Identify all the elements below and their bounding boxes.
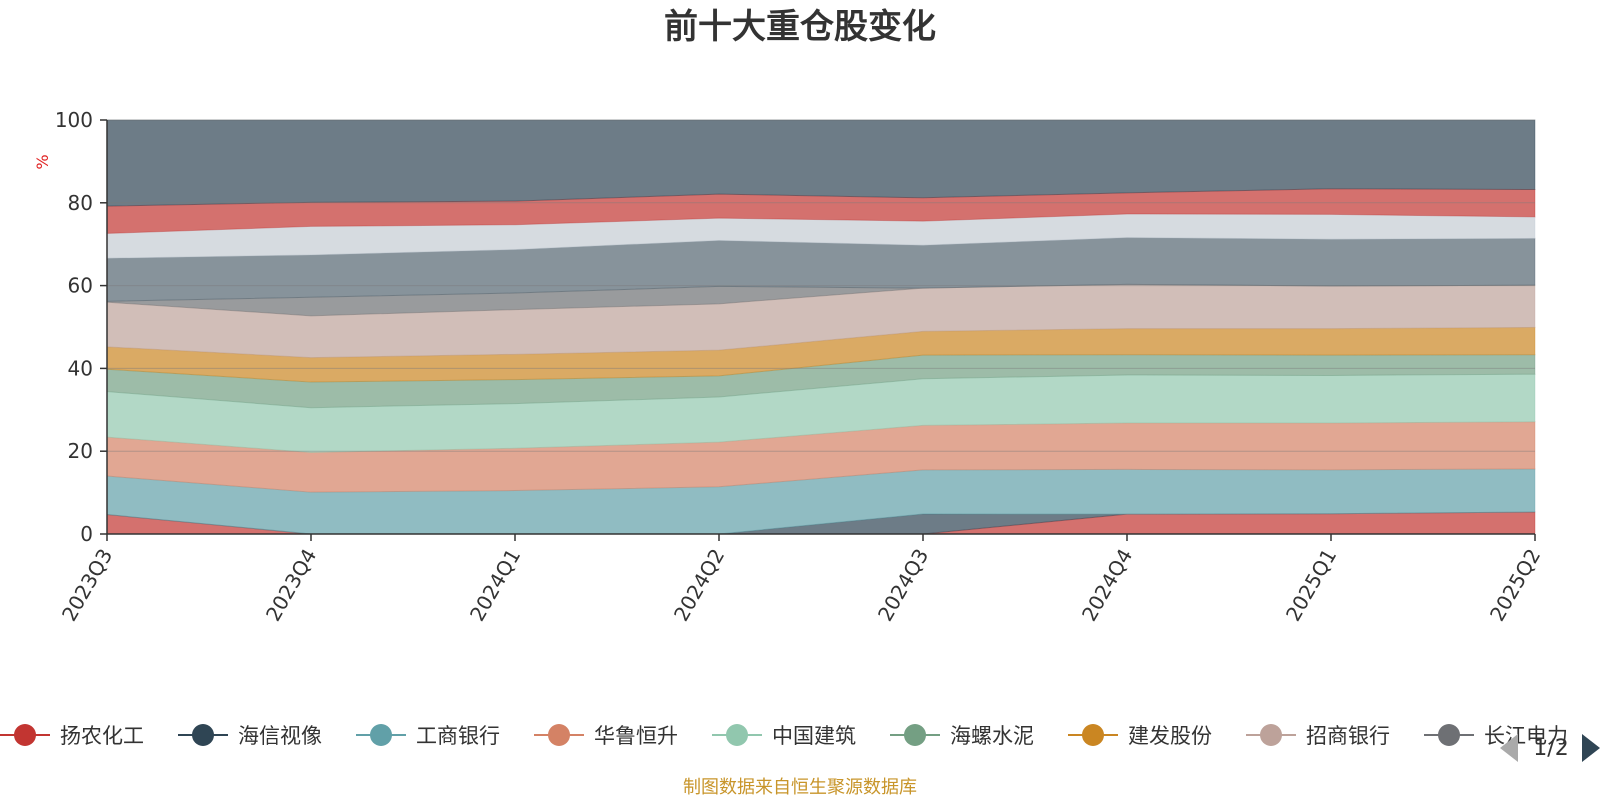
legend-label: 长江电力 [1484,724,1568,748]
y-tick-label-3: 60 [68,274,93,298]
y-tick-label-1: 20 [68,439,93,463]
x-tick-label-5: 2024Q4 [1077,545,1137,626]
x-tick-label-6: 2025Q1 [1281,545,1341,626]
legend-next-icon[interactable] [1582,734,1600,762]
area-series-10 [106,213,1536,259]
legend-item-8[interactable]: 长江电力 [1424,724,1568,748]
legend-circle-icon [1438,724,1460,746]
y-tick-label-4: 80 [68,191,93,215]
x-tick-label-7: 2025Q2 [1485,545,1545,626]
area-series-12 [106,119,1536,207]
legend-item-3[interactable]: 华鲁恒升 [534,724,678,748]
legend-label: 招商银行 [1306,724,1390,748]
legend: 扬农化工 海信视像 工商银行 华鲁恒升 中国建筑 海螺水泥 建发股份 招商银行 长江电力 [0,724,1568,748]
legend-circle-icon [548,724,570,746]
legend-prev-icon[interactable] [1500,734,1518,762]
legend-label: 海螺水泥 [950,724,1034,748]
grid-lines [107,119,1535,452]
y-tick-label-0: 0 [80,522,93,546]
legend-label: 华鲁恒升 [594,724,678,748]
legend-label: 中国建筑 [772,724,856,748]
chart-title: 前十大重仓股变化 [664,7,936,47]
legend-label: 建发股份 [1128,724,1212,748]
y-tick-label-5: 100 [55,108,93,132]
legend-circle-icon [192,724,214,746]
legend-item-1[interactable]: 海信视像 [178,724,322,748]
legend-label: 工商银行 [416,724,500,748]
legend-circle-icon [904,724,926,746]
legend-item-6[interactable]: 建发股份 [1068,724,1212,748]
legend-circle-icon [1260,724,1282,746]
y-tick-label-2: 40 [68,356,93,380]
source-note: 制图数据来自恒生聚源数据库 [683,777,917,798]
x-tick-label-0: 2023Q3 [57,545,117,626]
x-tick-label-2: 2024Q1 [465,545,525,626]
area-series-4 [106,373,1536,453]
x-tick-label-3: 2024Q2 [669,545,729,626]
legend-circle-icon [726,724,748,746]
legend-page-indicator: 1/2 [1533,736,1568,761]
legend-item-4[interactable]: 中国建筑 [712,724,856,748]
legend-circle-icon [1082,724,1104,746]
x-tick-label-1: 2023Q4 [261,545,321,626]
legend-label: 扬农化工 [60,724,144,748]
legend-item-2[interactable]: 工商银行 [356,724,500,748]
legend-circle-icon [14,724,36,746]
legend-item-5[interactable]: 海螺水泥 [890,724,1034,748]
legend-label: 海信视像 [238,724,322,748]
legend-pager: 1/2 [1500,734,1600,762]
x-tick-label-4: 2024Q3 [873,545,933,626]
area-layers [106,119,1536,535]
legend-circle-icon [370,724,392,746]
y-axis-unit-label: % [33,154,52,169]
legend-item-0[interactable]: 扬农化工 [0,724,144,748]
legend-item-7[interactable]: 招商银行 [1246,724,1390,748]
